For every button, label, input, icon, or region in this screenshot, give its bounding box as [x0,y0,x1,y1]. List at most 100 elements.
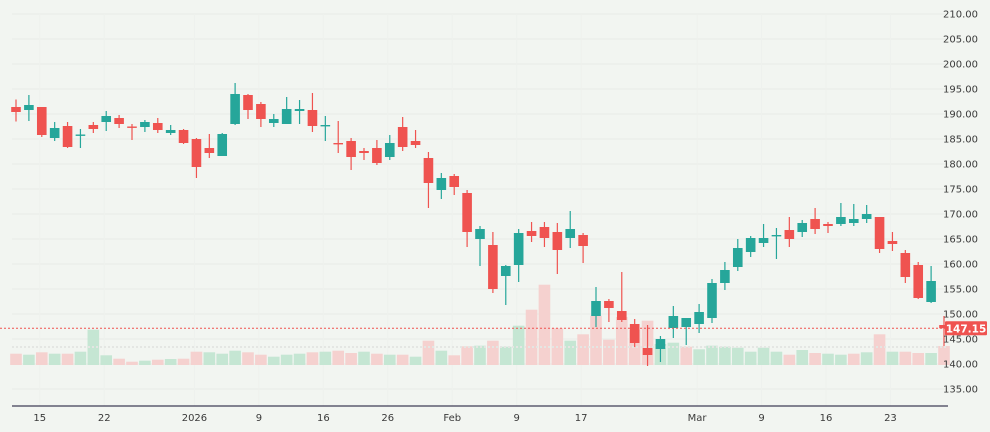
candle-body [256,104,266,119]
candle [165,125,176,135]
y-axis[interactable]: 135.00 140.00 145.00 150.00 155.00 160.00 165.… [943,10,978,396]
candle-body [500,266,511,276]
candle-body [191,139,202,167]
candle [320,116,331,141]
candle [668,306,679,338]
candle [462,190,472,247]
volume-bar [332,350,345,365]
candle-body [720,270,730,283]
candle [681,318,692,345]
x-tick-label: 9 [513,413,519,424]
candle-body [101,116,112,122]
candle-body [823,224,833,226]
candle-body [165,130,176,133]
candle [410,130,421,148]
candle [36,107,47,137]
volume-bar [538,284,551,365]
candle [784,217,795,247]
candle [578,233,588,263]
candle-body [243,95,253,110]
x-tick-label: 16 [820,413,833,424]
candle-body [565,229,576,238]
x-tick-label: 15 [33,413,46,424]
candle-body [230,94,240,124]
volume-bar [113,358,125,365]
volume-bar [796,350,809,365]
candle-body [62,126,73,147]
volume-bar [139,360,151,365]
volume-bar [590,315,602,365]
candle-body [152,123,163,130]
volume-bar [835,354,847,365]
volume-bar [628,329,641,365]
last-price-label: 147.15 [946,323,987,335]
candle-body [552,232,563,250]
candle-body [423,158,434,183]
x-tick-label: 2026 [182,413,207,424]
y-tick-label: 210.00 [943,10,978,21]
volume-bar [912,353,925,365]
candle-body [88,125,99,129]
x-axis[interactable]: 15 22 2026 9 16 26 Feb 9 17 Mar 9 16 23 [33,413,896,424]
candle-body [320,125,331,127]
candle-body [488,245,498,289]
candle-body [629,324,640,343]
candle [874,217,885,253]
volume-bar [822,353,834,365]
candle [552,223,563,274]
candle [372,140,382,165]
candle-body [372,148,382,163]
candle-body [359,151,369,153]
candle-body [513,233,524,265]
candle-body [11,107,21,112]
candle [436,173,447,199]
volume-bar [809,353,821,365]
candle-body [874,217,885,249]
candle [694,304,704,333]
candle-body [642,348,653,355]
volume-bar [847,353,860,365]
candle [861,205,872,223]
candle-body [758,238,769,243]
candle [771,228,782,259]
volume-bar [461,346,473,365]
volume-bar [719,346,731,365]
y-tick-label: 160.00 [943,260,978,271]
candle-body [784,230,795,239]
volume-bar [899,351,912,365]
candle-body [204,148,215,153]
candle [926,266,936,303]
candle-body [281,109,292,124]
candle-body [24,105,34,110]
candle [178,129,189,144]
volume-bar [577,334,589,365]
volume-bar [10,353,22,365]
y-tick-label: 205.00 [943,35,978,46]
y-tick-label: 140.00 [943,360,978,371]
candle-body [578,235,588,246]
candle [488,232,498,293]
candle-body [526,231,537,236]
candle-body [848,219,859,223]
volume-bar [499,346,512,365]
x-tick-label: 23 [884,413,897,424]
volume-bar [151,359,164,365]
volume-bar [23,354,35,365]
y-tick-label: 170.00 [943,210,978,221]
volume-bar [680,346,693,365]
volume-bar [886,351,899,365]
volume-bar [706,345,718,365]
candle-body [539,227,550,238]
candle [913,262,924,299]
volume-bar [319,351,332,365]
candle-body [926,281,936,302]
candle [797,220,808,237]
candle [281,97,292,124]
candles [11,83,949,366]
candle [256,102,266,127]
candle-body [771,235,782,237]
volume-bar [783,354,796,365]
volume-bar [48,353,61,365]
volume-bar [358,351,370,365]
